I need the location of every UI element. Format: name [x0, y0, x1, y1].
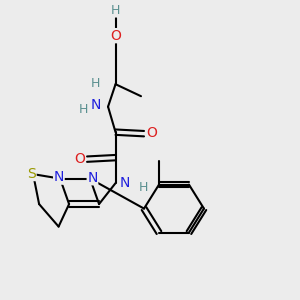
- Text: H: H: [139, 181, 148, 194]
- Text: O: O: [110, 29, 121, 43]
- Text: O: O: [74, 152, 85, 166]
- Text: H: H: [91, 77, 101, 90]
- Text: S: S: [27, 167, 36, 181]
- Text: H: H: [79, 103, 88, 116]
- Text: O: O: [146, 126, 157, 140]
- Text: N: N: [54, 170, 64, 184]
- Text: N: N: [120, 176, 130, 190]
- Text: H: H: [111, 4, 120, 17]
- Text: N: N: [87, 171, 98, 185]
- Text: N: N: [91, 98, 101, 112]
